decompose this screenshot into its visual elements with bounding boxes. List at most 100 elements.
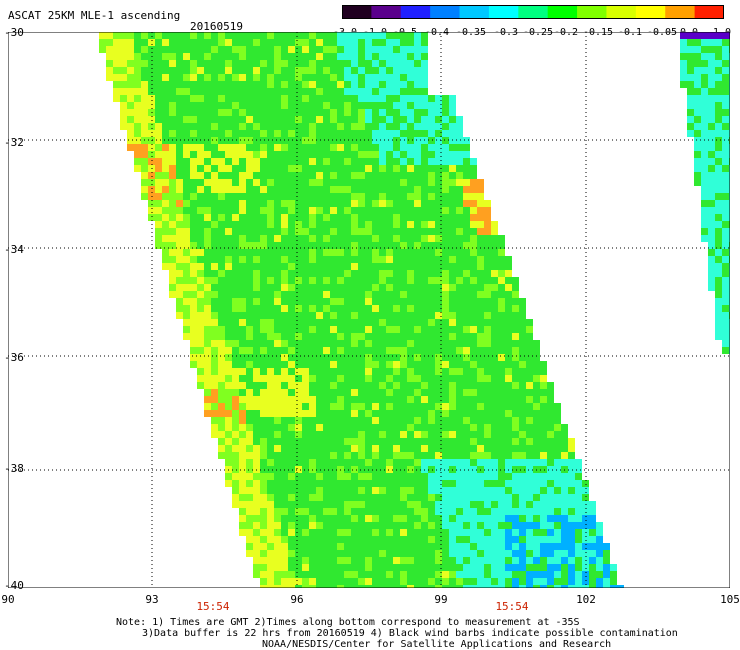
swath-cell — [295, 305, 302, 312]
swath-cell — [330, 312, 337, 319]
swath-cell — [162, 263, 169, 270]
swath-cell — [379, 116, 386, 123]
swath-cell — [610, 571, 617, 578]
swath-cell — [365, 319, 372, 326]
swath-cell — [393, 74, 400, 81]
swath-cell — [358, 508, 365, 515]
swath-cell — [442, 326, 449, 333]
swath-cell — [372, 158, 379, 165]
swath-cell — [512, 529, 519, 536]
swath-cell — [379, 347, 386, 354]
swath-cell — [260, 109, 267, 116]
swath-cell — [218, 172, 225, 179]
swath-cell — [134, 165, 141, 172]
swath-cell — [260, 130, 267, 137]
swath-cell — [260, 235, 267, 242]
swath-cell — [218, 137, 225, 144]
swath-cell — [260, 200, 267, 207]
swath-cell — [183, 200, 190, 207]
swath-cell — [421, 263, 428, 270]
swath-cell — [470, 445, 477, 452]
swath-cell — [393, 501, 400, 508]
swath-cell — [309, 487, 316, 494]
swath-cell — [456, 228, 463, 235]
swath-cell — [309, 389, 316, 396]
swath-cell — [421, 298, 428, 305]
swath-cell — [421, 368, 428, 375]
swath-cell — [316, 319, 323, 326]
swath-cell — [477, 473, 484, 480]
swath-cell — [351, 158, 358, 165]
swath-cell — [295, 179, 302, 186]
swath-cell — [680, 60, 687, 67]
swath-cell — [337, 186, 344, 193]
swath-cell — [421, 270, 428, 277]
swath-cell — [498, 249, 505, 256]
swath-cell — [407, 123, 414, 130]
swath-cell — [351, 571, 358, 578]
swath-cell — [190, 46, 197, 53]
swath-cell — [351, 95, 358, 102]
swath-cell — [267, 571, 274, 578]
swath-cell — [204, 277, 211, 284]
swath-cell — [330, 242, 337, 249]
swath-cell — [358, 459, 365, 466]
swath-cell — [274, 536, 281, 543]
swath-cell — [533, 543, 540, 550]
swath-cell — [372, 522, 379, 529]
swath-cell — [337, 389, 344, 396]
swath-cell — [582, 522, 589, 529]
swath-cell — [365, 214, 372, 221]
swath-cell — [225, 102, 232, 109]
swath-cell — [218, 396, 225, 403]
swath-cell — [421, 102, 428, 109]
swath-cell — [414, 137, 421, 144]
swath-cell — [407, 543, 414, 550]
swath-cell — [246, 235, 253, 242]
swath-cell — [239, 130, 246, 137]
swath-cell — [260, 326, 267, 333]
swath-cell — [337, 305, 344, 312]
swath-cell — [330, 459, 337, 466]
swath-cell — [428, 214, 435, 221]
swath-cell — [428, 200, 435, 207]
swath-cell — [414, 102, 421, 109]
swath-cell — [477, 375, 484, 382]
swath-cell — [295, 515, 302, 522]
lon-label-93: 93 — [145, 593, 159, 606]
swath-cell — [470, 382, 477, 389]
swath-cell — [260, 382, 267, 389]
swath-cell — [484, 473, 491, 480]
swath-cell — [694, 123, 701, 130]
swath-cell — [456, 347, 463, 354]
swath-cell — [211, 60, 218, 67]
swath-cell — [491, 340, 498, 347]
swath-cell — [211, 81, 218, 88]
swath-cell — [400, 74, 407, 81]
swath-cell — [288, 529, 295, 536]
swath-cell — [610, 585, 617, 588]
swath-cell — [281, 249, 288, 256]
swath-cell — [225, 81, 232, 88]
swath-cell — [267, 522, 274, 529]
swath-cell — [519, 529, 526, 536]
swath-cell — [435, 403, 442, 410]
swath-cell — [547, 445, 554, 452]
swath-cell — [568, 508, 575, 515]
swath-cell — [225, 382, 232, 389]
swath-cell — [281, 88, 288, 95]
swath-cell — [155, 60, 162, 67]
swath-cell — [253, 417, 260, 424]
swath-cell — [218, 158, 225, 165]
swath-cell — [456, 571, 463, 578]
swath-cell — [498, 438, 505, 445]
swath-cell — [309, 74, 316, 81]
swath-cell — [162, 46, 169, 53]
swath-cell — [239, 473, 246, 480]
swath-cell — [155, 221, 162, 228]
swath-cell — [400, 396, 407, 403]
swath-cell — [470, 543, 477, 550]
swath-cell — [281, 305, 288, 312]
swath-cell — [456, 515, 463, 522]
swath-cell — [519, 508, 526, 515]
